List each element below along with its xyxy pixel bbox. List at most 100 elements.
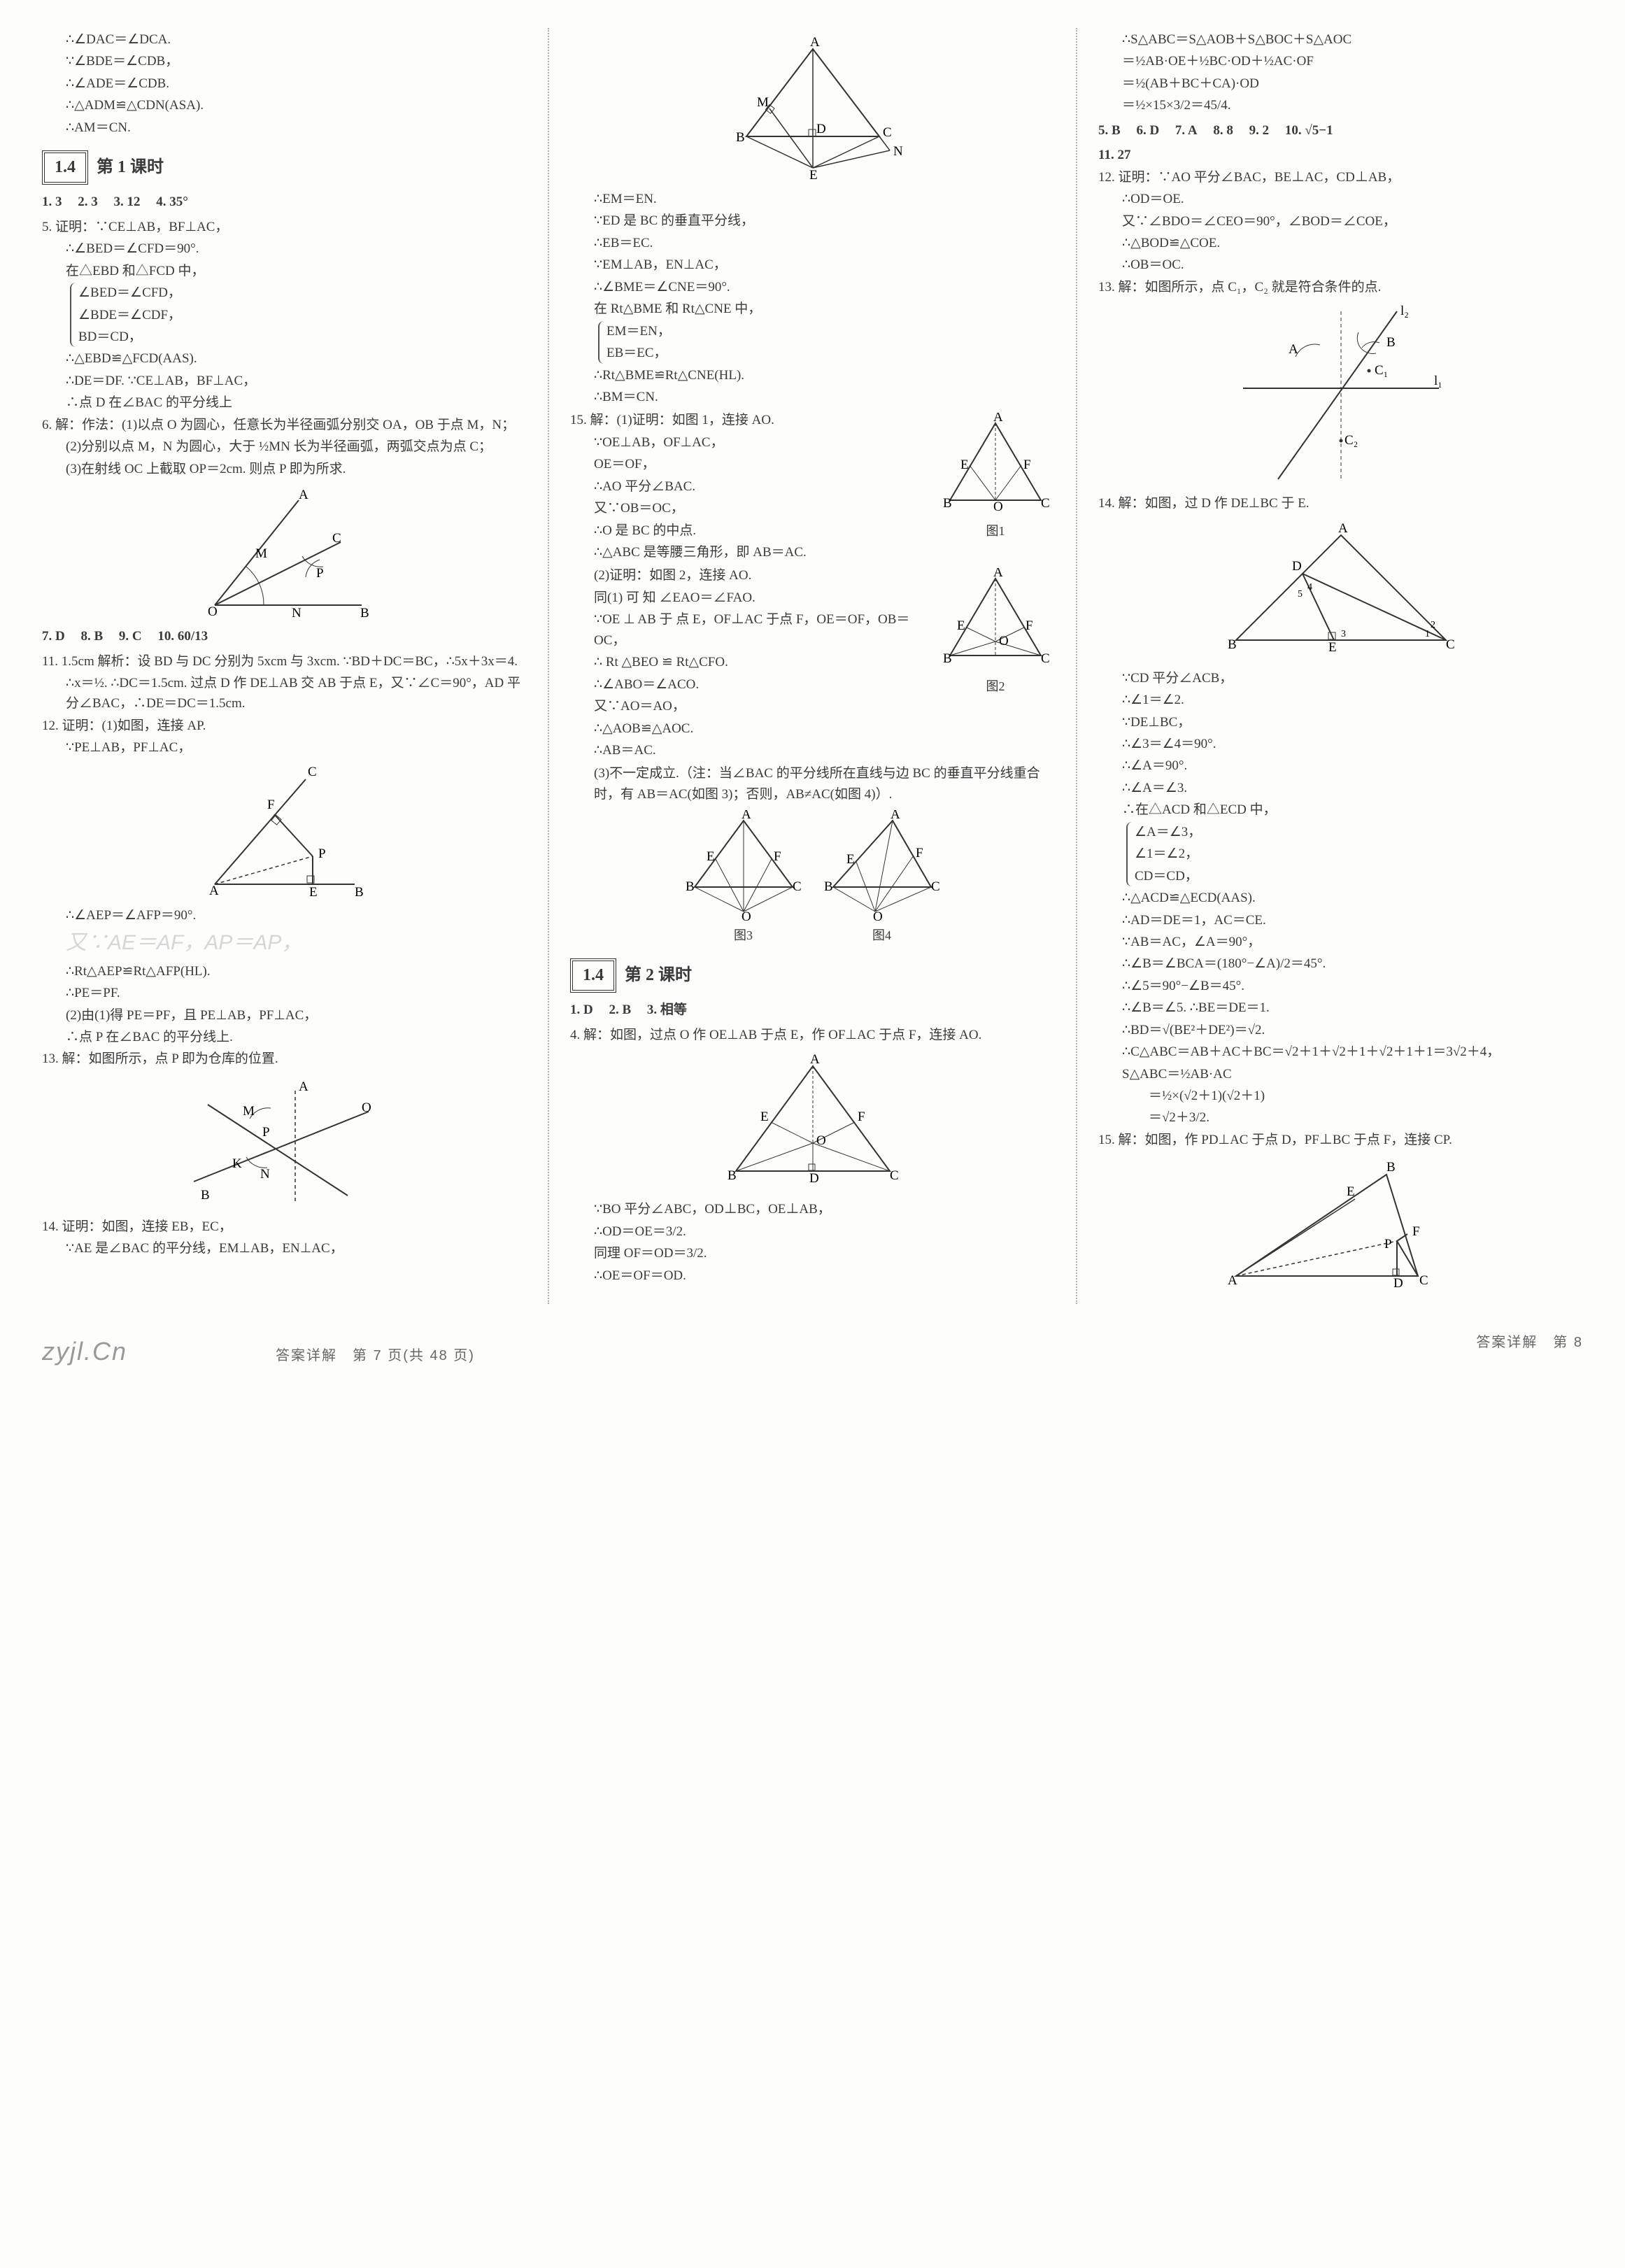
svg-text:E: E (760, 1110, 769, 1124)
q6-3: (3)在射线 OC 上截取 OP＝2cm. 则点 P 即为所求. (42, 459, 527, 479)
text-line: ∴∠AEP＝∠AFP＝90°. (66, 905, 527, 926)
page-number-left: 答案详解 第 7 页(共 48 页) (276, 1348, 475, 1363)
q14-head: 14. 解：如图，过 D 作 DE⊥BC 于 E. (1098, 493, 1583, 513)
fig3-caption: 图3 (677, 926, 810, 946)
q11-head: 11. 1.5cm 解析：设 BD 与 DC 分别为 5xcm 与 3xcm. … (42, 651, 527, 672)
svg-text:N: N (260, 1167, 270, 1182)
svg-text:O: O (999, 634, 1009, 648)
q15-head: 15. 解：(1)证明：如图 1，连接 AO. (570, 410, 930, 430)
text-line: 又∵∠BDO＝∠CEO＝90°，∠BOD＝∠COE， (1122, 211, 1583, 232)
svg-text:C: C (332, 531, 341, 546)
svg-text:B: B (355, 885, 364, 898)
svg-text:P: P (1384, 1237, 1392, 1252)
figure-iso-2: AEF BOC 图2 (936, 564, 1055, 697)
svg-text:E: E (707, 849, 715, 864)
svg-text:B: B (686, 879, 695, 894)
svg-text:B: B (1386, 335, 1396, 350)
watermark-text: zyjl.Cn (42, 1337, 127, 1366)
text-line: ∴∠B＝∠5. ∴BE＝DE＝1. (1122, 998, 1583, 1018)
text-line: ∴△AOB≌△AOC. (594, 718, 930, 739)
ans: 3. 相等 (647, 1002, 687, 1017)
ans: 9. C (119, 629, 142, 644)
svg-text:B: B (1228, 637, 1237, 652)
svg-text:C: C (1041, 496, 1050, 511)
text-line: ∴在△ACD 和△ECD 中， (1122, 800, 1583, 820)
text-line: ＝√2＋3/2. (1122, 1107, 1583, 1128)
text-line: ∴AM＝CN. (66, 118, 527, 138)
text-line: ∵EM⊥AB，EN⊥AC， (594, 255, 1055, 275)
ans: 2. B (609, 1002, 631, 1017)
ans-11: 11. 27 (1098, 145, 1583, 165)
svg-text:A: A (209, 884, 219, 898)
q14-after: ∴△ACD≌△ECD(AAS). ∴AD＝DE＝1，AC＝CE. ∵AB＝AC，… (1098, 888, 1583, 1128)
svg-text:C: C (308, 765, 317, 779)
column-1: ∴∠DAC＝∠DCA. ∵∠BDE＝∠CDB， ∴∠ADE＝∠CDB. ∴△AD… (42, 28, 527, 1304)
ans: 3. 12 (114, 194, 141, 209)
svg-text:K: K (232, 1156, 242, 1171)
text-line: ∴PE＝PF. (66, 983, 527, 1003)
section-title: 第 1 课时 (97, 155, 164, 180)
text-line: ＝½×(√2＋1)(√2＋1) (1122, 1086, 1583, 1106)
text-line: ∠A＝∠3， (1135, 822, 1583, 842)
svg-text:E: E (957, 618, 965, 633)
figure-triangle-pe-pf: A E B P F C (42, 765, 527, 898)
text-line: ∵CD 平分∠ACB， (1122, 668, 1583, 688)
svg-text:4: 4 (1307, 582, 1312, 593)
q15-head: 15. 解：如图，作 PD⊥AC 于点 D，PF⊥BC 于点 F，连接 CP. (1098, 1130, 1583, 1150)
text-line: ∴△ACD≌△ECD(AAS). (1122, 888, 1583, 908)
section-number-box: 1.4 (570, 958, 616, 993)
q4-head: 4. 解：如图，过点 O 作 OE⊥AB 于点 E，作 OF⊥AC 于点 F，连… (570, 1025, 1055, 1045)
text-line: ∴∠3＝∠4＝90°. (1122, 734, 1583, 754)
figure-pd-pf: A B C D E F P (1098, 1157, 1583, 1297)
svg-text:A: A (993, 413, 1003, 425)
q12-head: 12. 证明：(1)如图，连接 AP. (42, 716, 527, 736)
page-footer: zyjl.Cn 答案详解 第 7 页(共 48 页) 答案详解 第 8 (42, 1332, 1583, 1371)
svg-text:B: B (824, 879, 833, 894)
text-line: ∴∠5＝90°−∠B＝45°. (1122, 976, 1583, 996)
svg-text:2: 2 (1431, 620, 1435, 630)
q14-lines: ∵CD 平分∠ACB， ∴∠1＝∠2. ∵DE⊥BC， ∴∠3＝∠4＝90°. … (1098, 668, 1583, 821)
svg-text:E: E (1347, 1184, 1355, 1199)
svg-text:F: F (858, 1110, 865, 1124)
svg-text:5: 5 (1298, 589, 1303, 600)
q13-head: 13. 解：如图所示，点 P 即为仓库的位置. (42, 1049, 527, 1069)
text-line: ＝½×15×3/2＝45/4. (1122, 95, 1583, 115)
ans: 4. 35° (156, 194, 188, 209)
text-line: ∴点 D 在∠BAC 的平分线上 (66, 392, 527, 413)
q5-brace: ∠BED＝∠CFD， ∠BDE＝∠CDF， BD＝CD， (70, 283, 527, 347)
ans: 8. B (80, 629, 103, 644)
svg-text:B: B (360, 606, 369, 619)
text-line: ∠1＝∠2， (1135, 844, 1583, 864)
text-line: ∴OE＝OF＝OD. (594, 1266, 1055, 1286)
text-line: EM＝EN， (606, 321, 1055, 341)
q13-head: 13. 解：如图所示，点 C₁，C₂ 就是符合条件的点. (1098, 277, 1583, 297)
text-line: ∴BD＝√(BE²＋DE²)＝√2. (1122, 1020, 1583, 1040)
figure-iso-1: AEF BOC 图1 (936, 409, 1055, 541)
text-line: ∴点 P 在∠BAC 的平分线上. (66, 1027, 527, 1047)
q5-head: 5. 证明：∵CE⊥AB，BF⊥AC， (42, 217, 527, 237)
svg-text:P: P (318, 846, 326, 861)
col3-top: ∴S△ABC＝S△AOB＋S△BOC＋S△AOC ＝½AB·OE＋½BC·OD＋… (1098, 29, 1583, 116)
ans: 8. 8 (1213, 123, 1233, 138)
text-line: ∴∠1＝∠2. (1122, 690, 1583, 710)
svg-text:B: B (943, 651, 952, 666)
col2-top-lines: ∴EM＝EN. ∵ED 是 BC 的垂直平分线， ∴EB＝EC. ∵EM⊥AB，… (570, 189, 1055, 320)
section-title: 第 2 课时 (625, 963, 692, 988)
svg-text:C: C (1419, 1273, 1428, 1288)
svg-text:B: B (201, 1188, 210, 1203)
section-number-box: 1.4 (42, 150, 88, 185)
text-line: ∴DE＝DF. ∵CE⊥AB，BF⊥AC， (66, 371, 527, 391)
svg-text:E: E (960, 458, 969, 472)
svg-text:F: F (774, 849, 781, 864)
text-line: ∴S△ABC＝S△AOB＋S△BOC＋S△AOC (1122, 29, 1583, 50)
ans: 6. D (1136, 123, 1159, 138)
svg-text:C: C (1446, 637, 1455, 652)
q5-body: ∴∠BED＝∠CFD＝90°. 在△EBD 和△FCD 中， (42, 239, 527, 281)
svg-text:F: F (267, 798, 275, 812)
svg-text:D: D (809, 1171, 819, 1186)
text-line: ∵OE ⊥ AB 于 点 E，OF⊥AC 于点 F，OE＝OF，OB＝OC， (594, 609, 930, 651)
column-3: ∴S△ABC＝S△AOB＋S△BOC＋S△AOC ＝½AB·OE＋½BC·OD＋… (1098, 28, 1583, 1304)
svg-text:B: B (1386, 1160, 1396, 1175)
text-line: ∴∠DAC＝∠DCA. (66, 29, 527, 50)
ans: 1. 3 (42, 194, 62, 209)
